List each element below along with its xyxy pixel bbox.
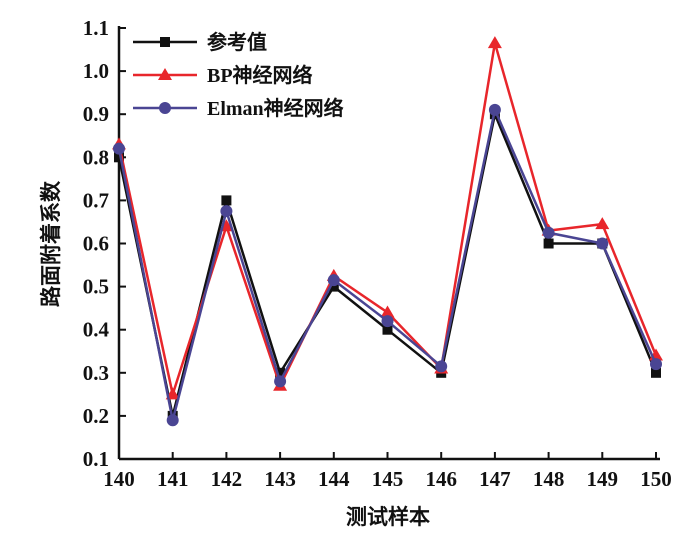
- legend: 参考值 BP神经网络 Elman神经网络: [133, 30, 344, 120]
- x-tick-label: 144: [318, 467, 350, 491]
- y-tick-label: 0.4: [83, 318, 110, 342]
- legend-marker: [159, 102, 171, 114]
- y-tick-label: 0.3: [83, 361, 109, 385]
- data-point: [595, 217, 610, 230]
- data-point: [651, 367, 661, 378]
- data-point: [596, 237, 609, 250]
- series-2: [113, 103, 662, 427]
- x-tick-label: 150: [640, 467, 672, 491]
- series-line: [117, 109, 658, 417]
- data-point: [114, 152, 124, 163]
- y-tick-label: 0.2: [83, 404, 109, 428]
- x-tick-label: 148: [533, 467, 565, 491]
- series-0: [114, 109, 661, 421]
- y-axis-label: 路面附着系数: [39, 180, 63, 307]
- y-tick-label: 0.7: [83, 188, 109, 212]
- data-point: [650, 358, 662, 371]
- x-axis-label: 测试样本: [346, 505, 430, 529]
- x-tick-label: 143: [264, 467, 296, 491]
- data-point: [487, 36, 502, 49]
- data-point: [380, 305, 395, 318]
- data-point: [382, 324, 393, 335]
- axes: 0.1 0.2 0.3 0.4 0.5 0.6 0.7 0.8 0.9 1.0 1.1 140 141 1…: [83, 16, 672, 491]
- data-point: [488, 103, 501, 116]
- data-point: [221, 195, 232, 206]
- data-point: [113, 142, 125, 155]
- legend-label: BP神经网络: [207, 63, 313, 87]
- series-group: [112, 36, 663, 427]
- x-tick-label: 146: [425, 467, 457, 491]
- x-tick-label: 141: [157, 467, 189, 491]
- data-point: [328, 281, 339, 292]
- x-tick-label: 142: [211, 467, 243, 491]
- x-tick-label: 140: [103, 467, 135, 491]
- y-tick-label: 1.1: [83, 16, 109, 40]
- y-tick-label: 0.1: [83, 447, 109, 471]
- data-point: [435, 360, 448, 373]
- legend-marker: [158, 68, 172, 80]
- data-point: [543, 238, 554, 249]
- data-point: [542, 226, 555, 239]
- data-point: [274, 375, 287, 388]
- series-1: [112, 36, 663, 400]
- data-point: [381, 315, 394, 328]
- series-line: [117, 42, 658, 400]
- y-tick-label: 1.0: [83, 59, 109, 83]
- legend-label: Elman神经网络: [207, 96, 344, 120]
- x-tick-label: 145: [372, 467, 404, 491]
- y-tick-label: 0.9: [83, 102, 109, 126]
- legend-label: 参考值: [207, 30, 267, 54]
- data-point: [166, 414, 179, 427]
- y-tick-label: 0.5: [83, 275, 109, 299]
- data-point: [275, 367, 286, 378]
- legend-marker: [160, 37, 170, 47]
- x-tick-label: 149: [587, 467, 619, 491]
- data-point: [327, 274, 340, 287]
- y-tick-label: 0.6: [83, 232, 109, 256]
- series-line: [117, 105, 658, 421]
- y-tick-label: 0.8: [83, 145, 109, 169]
- x-tick-label: 147: [479, 467, 511, 491]
- data-point: [220, 205, 233, 218]
